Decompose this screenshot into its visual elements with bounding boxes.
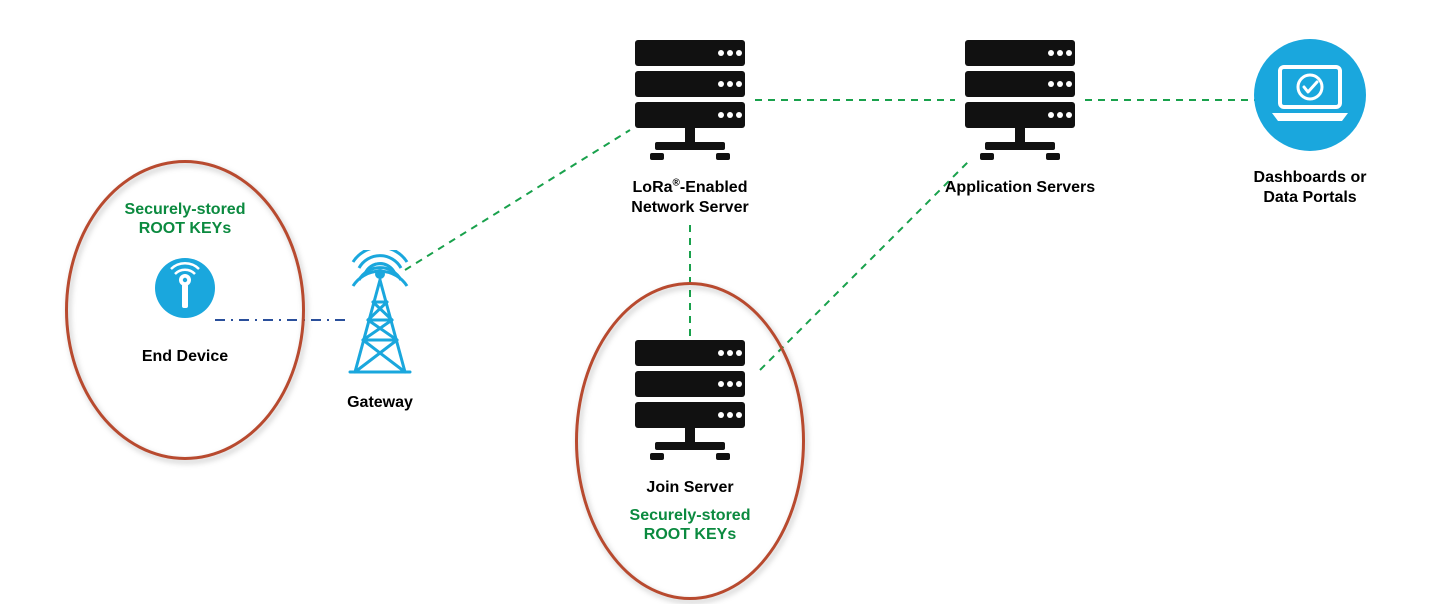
node-end-device: Securely-stored ROOT KEYs End Device [100,200,270,367]
dashboards-label: Dashboards or Data Portals [1240,168,1380,208]
network-server-label-line2: Network Server [631,199,748,216]
app-server-label: Application Servers [940,178,1100,198]
network-server-label: LoRa®-Enabled Network Server [610,178,770,218]
node-join-server: Join Server Securely-stored ROOT KEYs [610,335,770,544]
node-dashboards: Dashboards or Data Portals [1240,35,1380,208]
edge-joinserver-appserver [760,160,970,370]
join-server-secure-label: Securely-stored ROOT KEYs [610,506,770,544]
node-network-server: LoRa®-Enabled Network Server [610,35,770,218]
network-server-label-line1: LoRa®-Enabled [633,179,748,196]
network-diagram: Securely-stored ROOT KEYs End Device [0,0,1449,604]
gateway-icon [330,250,430,385]
gateway-label: Gateway [330,393,430,413]
end-device-icon [100,256,270,325]
end-device-label: End Device [100,347,270,367]
join-server-icon [610,335,770,470]
network-server-icon [610,35,770,170]
end-device-secure-line1: Securely-stored [125,201,246,218]
node-gateway: Gateway [330,250,430,413]
node-app-server: Application Servers [940,35,1100,198]
end-device-secure-label: Securely-stored ROOT KEYs [100,200,270,238]
edge-gateway-networkserver [405,130,630,270]
end-device-secure-line2: ROOT KEYs [139,220,231,237]
join-server-secure-line2: ROOT KEYs [644,526,736,543]
dashboards-icon [1240,35,1380,160]
join-server-secure-line1: Securely-stored [630,507,751,524]
join-server-label: Join Server [610,478,770,498]
dashboards-label-line1: Dashboards or [1254,169,1367,186]
app-server-icon [940,35,1100,170]
dashboards-label-line2: Data Portals [1263,189,1356,206]
